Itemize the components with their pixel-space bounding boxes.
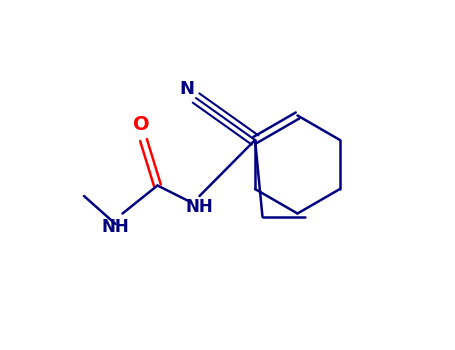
Text: NH: NH bbox=[186, 197, 213, 216]
Text: O: O bbox=[133, 115, 150, 134]
Text: NH: NH bbox=[101, 218, 129, 237]
Text: N: N bbox=[180, 80, 195, 98]
